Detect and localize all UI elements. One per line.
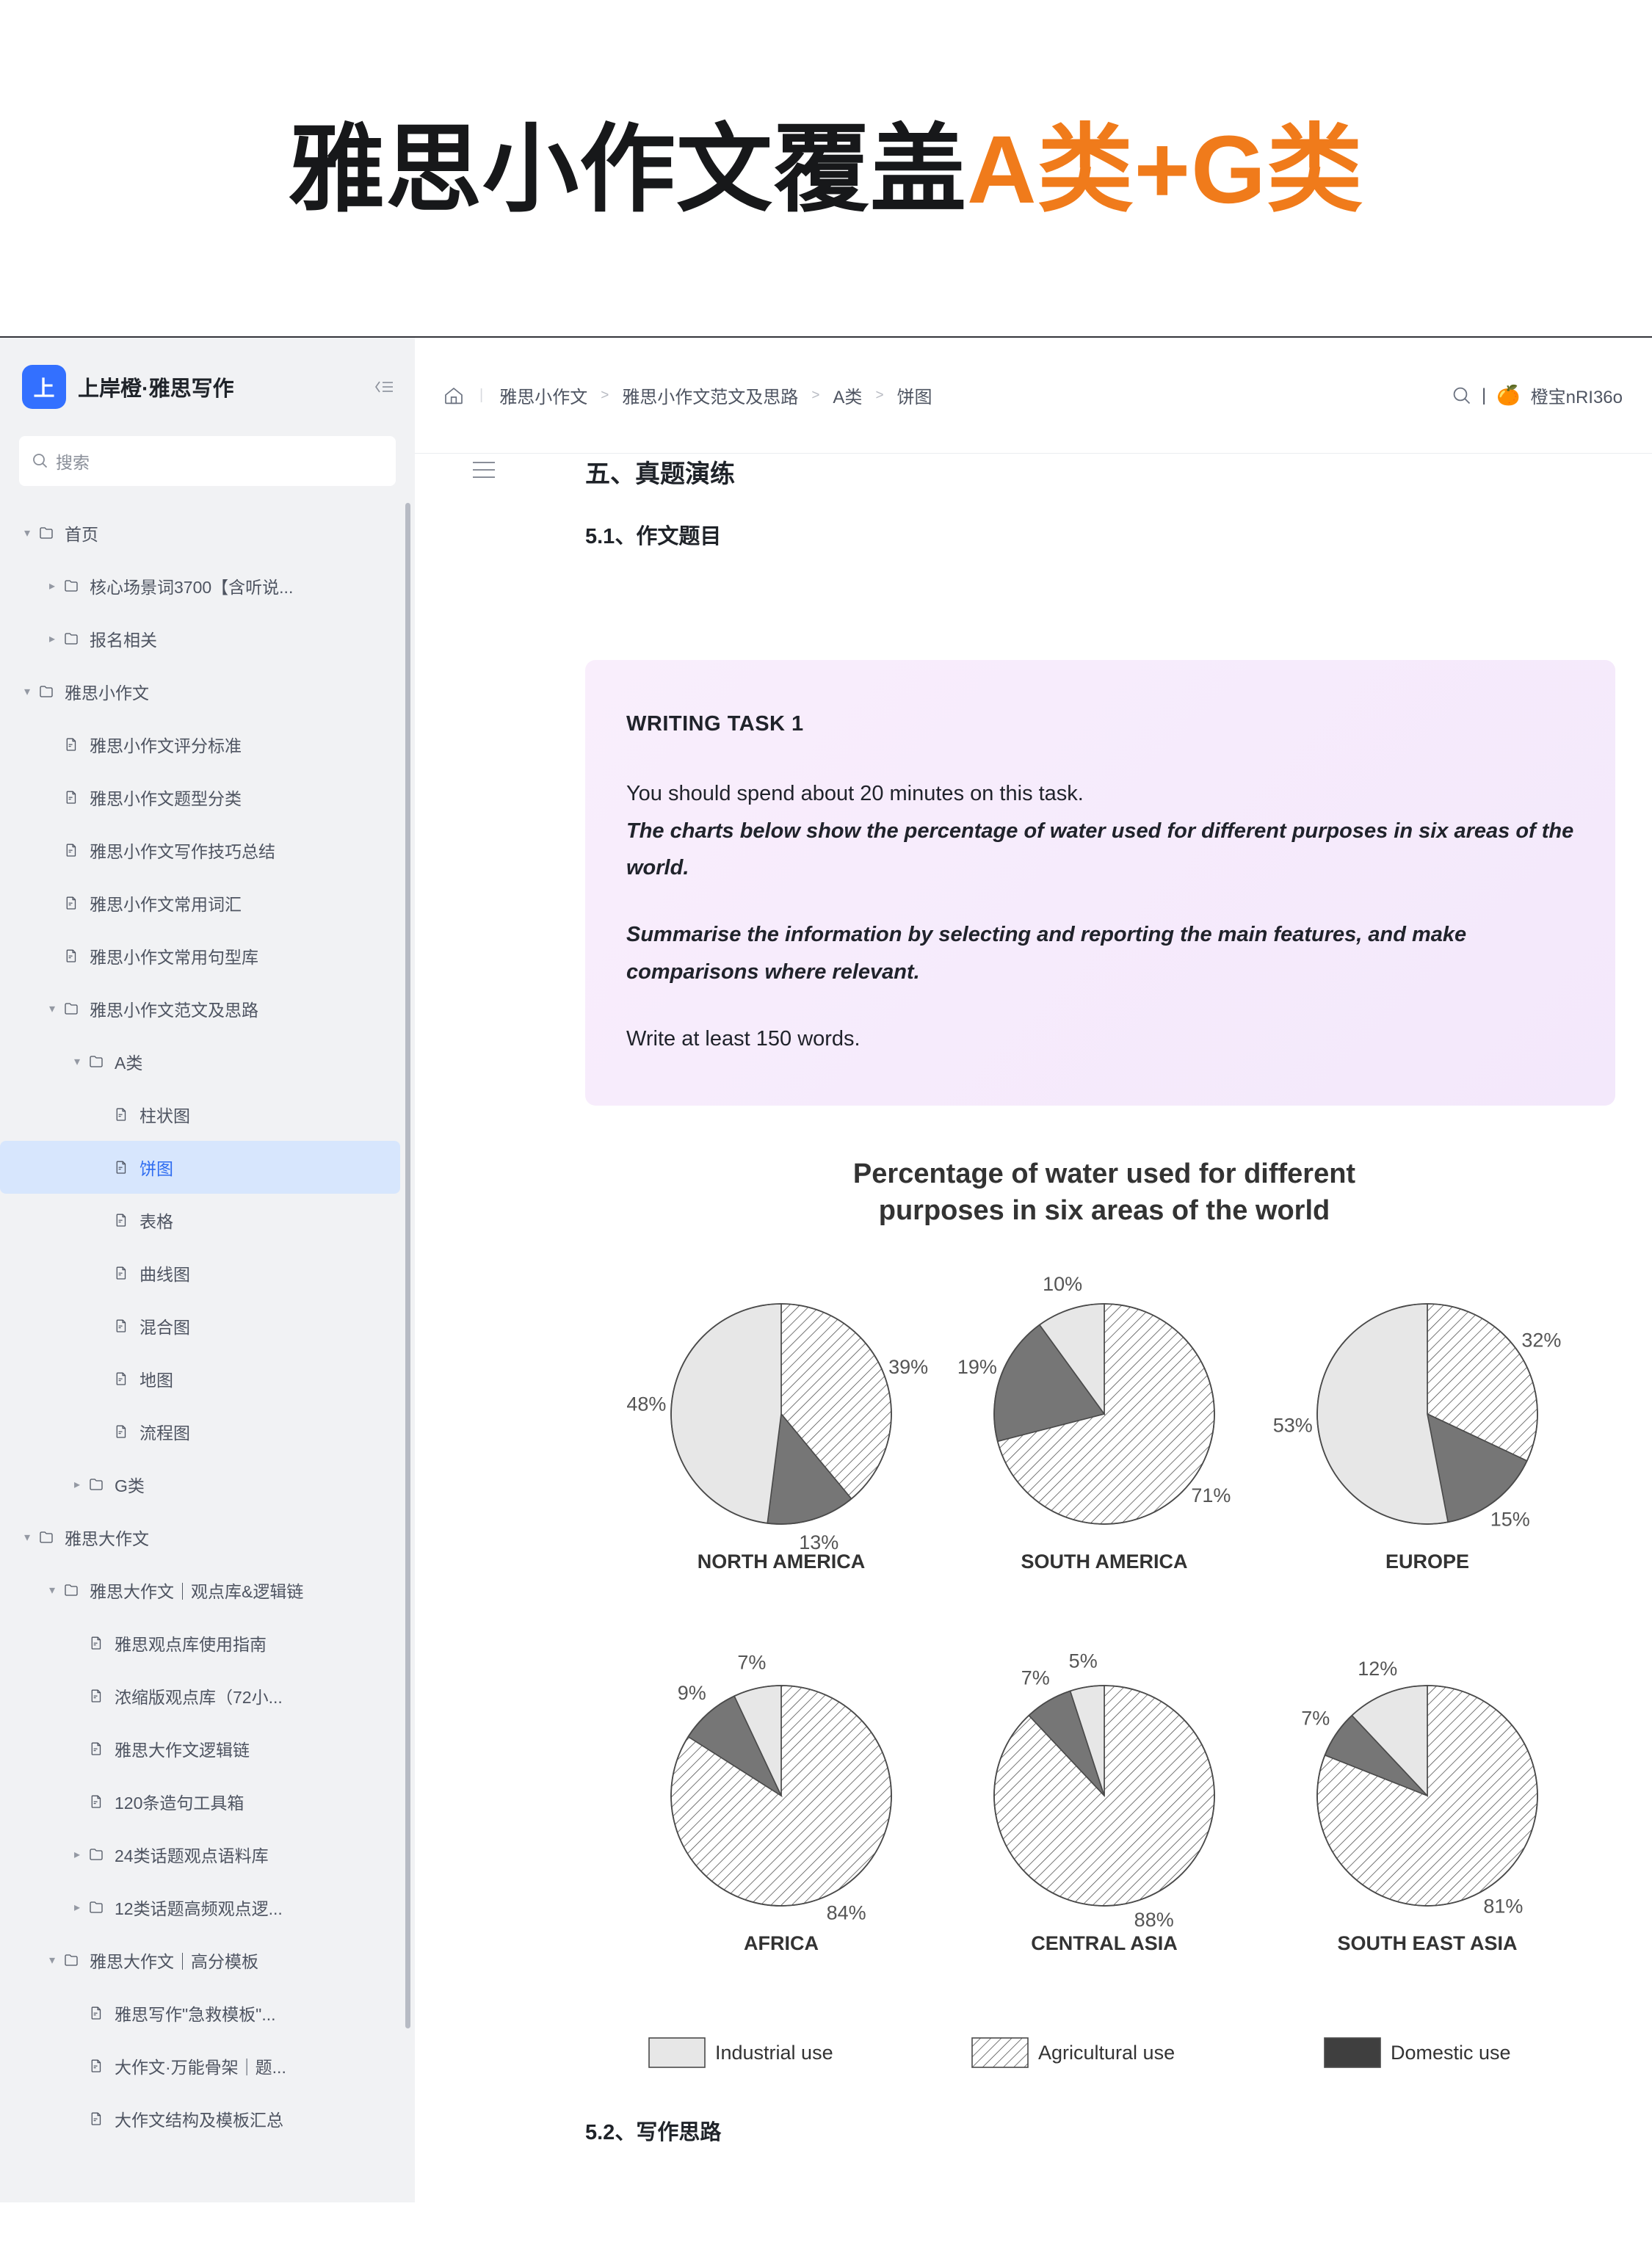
svg-text:Domestic use: Domestic use — [1391, 2042, 1511, 2064]
svg-text:19%: 19% — [957, 1356, 996, 1378]
svg-text:EUROPE: EUROPE — [1385, 1550, 1468, 1573]
svg-text:84%: 84% — [826, 1902, 866, 1924]
svg-text:48%: 48% — [626, 1393, 666, 1415]
svg-text:SOUTH AMERICA: SOUTH AMERICA — [1021, 1550, 1187, 1573]
svg-text:7%: 7% — [1021, 1667, 1049, 1689]
svg-text:5%: 5% — [1068, 1650, 1097, 1672]
svg-text:Agricultural use: Agricultural use — [1038, 2042, 1175, 2064]
svg-text:9%: 9% — [677, 1682, 706, 1704]
svg-text:purposes in six areas of the w: purposes in six areas of the world — [878, 1195, 1330, 1226]
svg-text:7%: 7% — [737, 1652, 766, 1674]
svg-text:53%: 53% — [1272, 1415, 1312, 1437]
svg-text:Industrial use: Industrial use — [715, 2042, 833, 2064]
svg-text:AFRICA: AFRICA — [744, 1932, 819, 1954]
svg-text:SOUTH EAST ASIA: SOUTH EAST ASIA — [1337, 1932, 1517, 1954]
svg-text:Percentage of water used for d: Percentage of water used for different — [852, 1158, 1355, 1189]
svg-text:12%: 12% — [1358, 1658, 1397, 1680]
svg-text:7%: 7% — [1301, 1708, 1330, 1730]
svg-text:10%: 10% — [1043, 1273, 1082, 1295]
svg-text:71%: 71% — [1191, 1484, 1231, 1506]
svg-text:39%: 39% — [888, 1356, 928, 1378]
svg-text:32%: 32% — [1521, 1330, 1561, 1352]
svg-text:NORTH AMERICA: NORTH AMERICA — [697, 1550, 865, 1573]
svg-text:CENTRAL ASIA: CENTRAL ASIA — [1031, 1932, 1178, 1954]
svg-text:81%: 81% — [1483, 1896, 1523, 1918]
svg-text:15%: 15% — [1490, 1509, 1529, 1531]
svg-text:88%: 88% — [1134, 1909, 1173, 1931]
